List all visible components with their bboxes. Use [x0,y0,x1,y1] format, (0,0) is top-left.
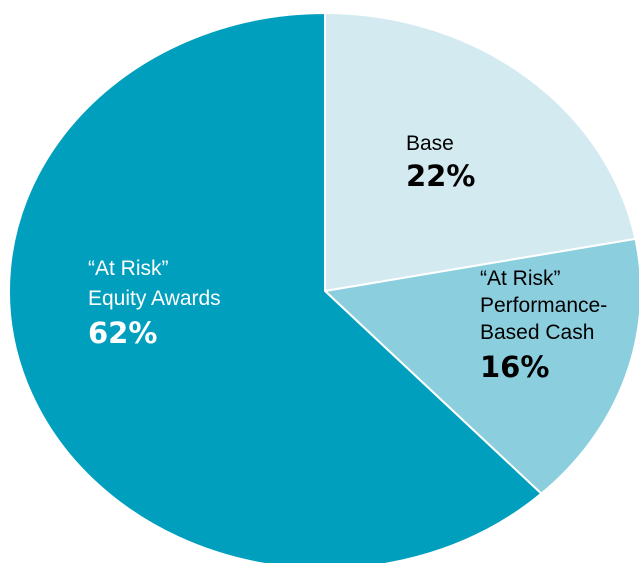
slice-2-label-line-1: “At Risk” [480,267,561,290]
pie-slice-2 [322,237,639,495]
slice-3-label-line-2: Equity Awards [88,287,221,310]
slice-2-value-label: 16% [480,350,549,384]
slice-1-label-line-1: Base [406,132,454,155]
slice-3-value-label: 62% [88,316,157,350]
pie-slice-3 [8,11,543,563]
slice-3-label-line-1: “At Risk” [88,257,169,280]
slice-2-label-line-2: Performance- [480,294,607,317]
slice-2-label-line-3: Based Cash [480,321,594,344]
pie-slice-1 [324,11,637,293]
slice-1-value-label: 22% [406,159,475,193]
